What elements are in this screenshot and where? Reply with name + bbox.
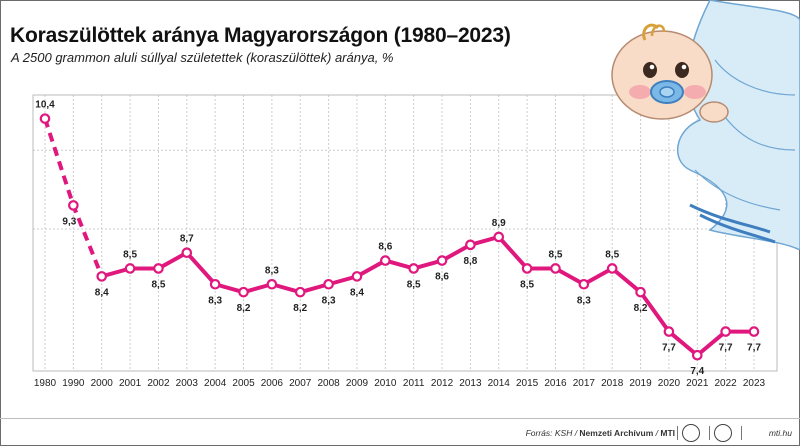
x-tick-label: 2014 <box>488 378 511 389</box>
x-tick-label: 2010 <box>374 378 397 389</box>
data-label: 8,8 <box>463 256 477 267</box>
website-link[interactable]: mti.hu <box>768 428 792 438</box>
data-point <box>408 263 419 274</box>
data-point <box>209 278 221 290</box>
data-label: 8,3 <box>265 265 279 276</box>
data-label: 8,5 <box>549 249 563 260</box>
data-label: 10,4 <box>35 100 55 111</box>
source-text: Forrás: KSH / Nemzeti Archívum / MTI <box>526 428 675 438</box>
data-point <box>68 200 79 211</box>
data-point <box>39 113 51 124</box>
data-label: 8,9 <box>492 218 506 229</box>
data-point <box>691 349 703 361</box>
footer-separator <box>709 426 710 440</box>
x-tick-label: 1990 <box>62 378 85 389</box>
data-label: 8,5 <box>151 279 165 290</box>
source-prefix: Forrás: KSH / <box>525 428 580 438</box>
data-label: 8,2 <box>237 303 251 314</box>
source-mti: MTI <box>660 428 675 438</box>
data-label: 8,5 <box>520 279 534 290</box>
source-separator: / <box>653 428 661 438</box>
footer: Forrás: KSH / Nemzeti Archívum / MTI mti… <box>0 418 800 446</box>
data-point <box>550 263 561 274</box>
footer-separator <box>677 426 678 440</box>
data-point <box>96 271 108 282</box>
x-tick-label: 2003 <box>176 378 199 389</box>
data-point <box>748 326 760 337</box>
data-point <box>606 263 618 274</box>
data-point <box>266 278 278 290</box>
data-point <box>323 278 334 290</box>
data-point <box>720 326 731 337</box>
x-tick-label: 2019 <box>629 378 652 389</box>
data-label: 7,7 <box>747 343 761 354</box>
x-tick-label: 2021 <box>686 378 709 389</box>
x-tick-label: 2002 <box>147 378 170 389</box>
data-label: 8,5 <box>605 249 619 260</box>
x-tick-label: 2011 <box>403 378 425 389</box>
data-label: 8,3 <box>322 295 336 306</box>
x-tick-label: 2022 <box>715 378 738 389</box>
data-point <box>663 326 675 337</box>
data-label: 8,3 <box>208 295 222 306</box>
data-label: 8,3 <box>577 295 591 306</box>
x-tick-label: 2000 <box>91 378 114 389</box>
data-label: 8,5 <box>407 279 421 290</box>
x-tick-label: 2012 <box>431 378 454 389</box>
data-label: 9,3 <box>62 216 76 227</box>
x-tick-label: 2016 <box>544 378 567 389</box>
x-tick-label: 2009 <box>346 378 369 389</box>
footer-divider <box>0 418 800 419</box>
mti-logo <box>682 424 700 442</box>
data-label: 8,2 <box>634 303 648 314</box>
data-label: 8,4 <box>350 287 364 298</box>
x-tick-label: 2006 <box>261 378 284 389</box>
x-tick-label: 2008 <box>317 378 340 389</box>
x-tick-label: 2005 <box>232 378 255 389</box>
data-point <box>465 239 476 251</box>
data-label: 7,4 <box>690 366 704 377</box>
data-point <box>436 255 448 266</box>
x-tick-label: 1980 <box>34 378 57 389</box>
x-tick-label: 2001 <box>119 378 142 389</box>
data-label: 8,6 <box>378 242 392 253</box>
data-point <box>153 263 164 274</box>
x-tick-label: 2023 <box>743 378 766 389</box>
baby-illustration <box>611 0 800 250</box>
data-label: 8,5 <box>123 249 137 260</box>
data-point <box>578 278 590 290</box>
data-point <box>238 286 249 298</box>
mti-logo-secondary <box>714 424 732 442</box>
x-tick-label: 2015 <box>516 378 539 389</box>
data-point <box>493 231 505 243</box>
chart-subtitle: A 2500 grammon aluli súllyal születettek… <box>11 50 394 65</box>
footer-separator <box>741 426 742 440</box>
x-tick-label: 2007 <box>289 378 312 389</box>
data-point <box>181 247 193 259</box>
x-tick-label: 2017 <box>573 378 596 389</box>
source-archive: Nemzeti Archívum <box>579 428 654 438</box>
chart-title: Koraszülöttek aránya Magyarországon (198… <box>10 24 511 47</box>
series-line <box>101 234 754 358</box>
data-label: 7,7 <box>719 343 733 354</box>
x-tick-label: 2020 <box>658 378 681 389</box>
data-point <box>380 255 391 266</box>
data-point <box>351 271 363 282</box>
data-point <box>521 263 533 274</box>
data-label: 8,7 <box>180 234 194 245</box>
data-point <box>294 286 306 298</box>
data-label: 8,4 <box>95 287 109 298</box>
data-point <box>635 286 646 298</box>
x-tick-label: 2004 <box>204 378 227 389</box>
x-tick-label: 2018 <box>601 378 624 389</box>
data-label: 7,7 <box>662 343 676 354</box>
data-point <box>124 263 136 274</box>
data-label: 8,6 <box>435 272 449 283</box>
data-label: 8,2 <box>293 303 307 314</box>
x-tick-label: 2013 <box>459 378 482 389</box>
